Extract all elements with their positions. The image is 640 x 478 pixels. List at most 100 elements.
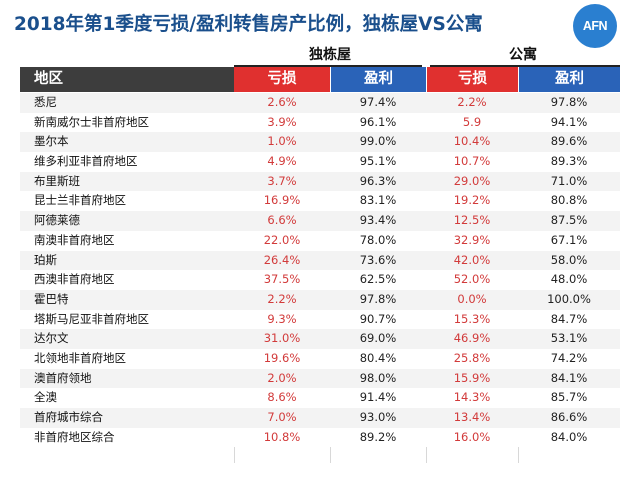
header-apt-loss: 亏损 xyxy=(427,67,518,92)
region-cell: 西澳非首府地区 xyxy=(34,272,115,287)
table-row: 全澳 8.6% 91.4% 14.3% 85.7% xyxy=(20,388,620,408)
house-profit-cell: 90.7% xyxy=(359,311,397,326)
house-profit-cell: 91.4% xyxy=(359,390,397,405)
apt-profit-cell: 58.0% xyxy=(550,252,588,267)
table-header: 地区 亏损 盈利 亏损 盈利 xyxy=(20,67,620,92)
apt-loss-cell: 13.4% xyxy=(453,410,491,424)
apt-loss-cell: 42.0% xyxy=(453,252,491,267)
house-loss-cell: 7.0% xyxy=(267,410,297,424)
region-cell: 南澳非首府地区 xyxy=(34,232,115,247)
house-loss-cell: 1.0% xyxy=(267,134,297,149)
apt-loss-cell: 15.9% xyxy=(453,370,491,385)
region-cell: 阿德莱德 xyxy=(34,213,80,228)
table-row: 维多利亚非首府地区 4.9% 95.1% 10.7% 89.3% xyxy=(20,152,620,172)
apt-profit-cell: 94.1% xyxy=(550,114,588,129)
house-profit-cell: 98.0% xyxy=(359,370,397,385)
apt-profit-cell: 86.6% xyxy=(550,410,588,424)
apt-loss-cell: 10.7% xyxy=(453,154,491,169)
apt-loss-cell: 2.2% xyxy=(457,95,487,109)
apt-loss-cell: 46.9% xyxy=(453,331,491,346)
group-apartment-underline xyxy=(430,65,620,67)
house-loss-cell: 8.6% xyxy=(267,390,297,405)
group-apartment-label: 公寓 xyxy=(509,47,537,63)
house-loss-cell: 2.2% xyxy=(267,291,297,306)
house-loss-cell: 2.0% xyxy=(267,370,297,385)
region-cell: 北领地非首府地区 xyxy=(34,350,126,365)
group-house-label: 独栋屋 xyxy=(309,47,351,63)
afn-logo: AFN xyxy=(573,4,617,48)
apt-loss-cell: 15.3% xyxy=(453,311,491,326)
house-loss-cell: 9.3% xyxy=(267,311,297,326)
apt-profit-cell: 80.8% xyxy=(550,193,588,208)
table-row: 澳首府领地 2.0% 98.0% 15.9% 84.1% xyxy=(20,368,620,389)
apt-profit-cell: 97.8% xyxy=(550,95,588,109)
table-row: 首府城市综合 7.0% 93.0% 13.4% 86.6% xyxy=(20,408,620,428)
apt-loss-cell: 12.5% xyxy=(453,213,491,228)
table-row: 南澳非首府地区 22.0% 78.0% 32.9% 67.1% xyxy=(20,230,620,251)
region-cell: 布里斯班 xyxy=(34,173,80,188)
house-profit-cell: 99.0% xyxy=(359,134,397,149)
table-row: 达尔文 31.0% 69.0% 46.9% 53.1% xyxy=(20,329,620,349)
apt-loss-cell: 16.0% xyxy=(453,429,491,444)
header-house-loss: 亏损 xyxy=(234,67,330,92)
house-profit-cell: 89.2% xyxy=(359,429,397,444)
header-region: 地区 xyxy=(20,67,234,92)
house-profit-cell: 96.3% xyxy=(359,173,397,188)
apt-loss-cell: 32.9% xyxy=(453,232,491,247)
apt-profit-cell: 84.0% xyxy=(550,429,588,444)
house-loss-cell: 37.5% xyxy=(263,272,301,287)
table-row: 非首府地区综合 10.8% 89.2% 16.0% 84.0% xyxy=(20,427,620,448)
apt-loss-cell: 52.0% xyxy=(453,272,491,287)
house-profit-cell: 80.4% xyxy=(359,350,397,365)
house-loss-cell: 31.0% xyxy=(263,331,301,346)
house-loss-cell: 26.4% xyxy=(263,252,301,267)
house-loss-cell: 16.9% xyxy=(263,193,301,208)
region-cell: 墨尔本 xyxy=(34,134,69,149)
table-row: 阿德莱德 6.6% 93.4% 12.5% 87.5% xyxy=(20,211,620,231)
table-row: 新南威尔士非首府地区 3.9% 96.1% 5.9 94.1% xyxy=(20,112,620,133)
house-profit-cell: 93.0% xyxy=(359,410,397,424)
house-loss-cell: 3.7% xyxy=(267,173,297,188)
region-cell: 霍巴特 xyxy=(34,291,69,306)
region-cell: 塔斯马尼亚非首府地区 xyxy=(34,311,149,326)
region-cell: 首府城市综合 xyxy=(34,410,103,424)
apt-profit-cell: 53.1% xyxy=(550,331,588,346)
apt-loss-cell: 25.8% xyxy=(453,350,491,365)
apt-profit-cell: 67.1% xyxy=(550,232,588,247)
apt-profit-cell: 48.0% xyxy=(550,272,588,287)
apt-profit-cell: 71.0% xyxy=(550,173,588,188)
apt-profit-cell: 89.6% xyxy=(550,134,588,149)
region-cell: 昆士兰非首府地区 xyxy=(34,193,126,208)
table-row: 霍巴特 2.2% 97.8% 0.0% 100.0% xyxy=(20,289,620,310)
house-loss-cell: 22.0% xyxy=(263,232,301,247)
table-row: 珀斯 26.4% 73.6% 42.0% 58.0% xyxy=(20,250,620,271)
apt-loss-cell: 29.0% xyxy=(453,173,491,188)
region-cell: 非首府地区综合 xyxy=(34,429,115,444)
house-profit-cell: 62.5% xyxy=(359,272,397,287)
region-cell: 新南威尔士非首府地区 xyxy=(34,114,149,129)
region-cell: 维多利亚非首府地区 xyxy=(34,154,138,169)
header-house-profit: 盈利 xyxy=(331,67,426,92)
table-row: 北领地非首府地区 19.6% 80.4% 25.8% 74.2% xyxy=(20,348,620,369)
apt-profit-cell: 85.7% xyxy=(550,390,588,405)
apt-loss-cell: 19.2% xyxy=(453,193,491,208)
house-profit-cell: 83.1% xyxy=(359,193,397,208)
apt-profit-cell: 84.7% xyxy=(550,311,588,326)
apt-profit-cell: 89.3% xyxy=(550,154,588,169)
house-loss-cell: 3.9% xyxy=(267,114,297,129)
table-row: 昆士兰非首府地区 16.9% 83.1% 19.2% 80.8% xyxy=(20,191,620,212)
house-profit-cell: 78.0% xyxy=(359,232,397,247)
house-loss-cell: 6.6% xyxy=(267,213,297,228)
table-body: 悉尼 2.6% 97.4% 2.2% 97.8% 新南威尔士非首府地区 3.9% 96.1% 5… xyxy=(20,93,620,448)
apt-profit-cell: 100.0% xyxy=(547,291,591,306)
house-loss-cell: 2.6% xyxy=(267,95,297,109)
region-cell: 澳首府领地 xyxy=(34,370,92,385)
apt-loss-cell: 0.0% xyxy=(457,291,487,306)
group-house-underline xyxy=(234,65,422,67)
apt-profit-cell: 84.1% xyxy=(550,370,588,385)
apt-loss-cell: 5.9 xyxy=(462,114,482,129)
house-profit-cell: 73.6% xyxy=(359,252,397,267)
header-apt-profit: 盈利 xyxy=(519,67,620,92)
apt-loss-cell: 14.3% xyxy=(453,390,491,405)
house-loss-cell: 19.6% xyxy=(263,350,301,365)
